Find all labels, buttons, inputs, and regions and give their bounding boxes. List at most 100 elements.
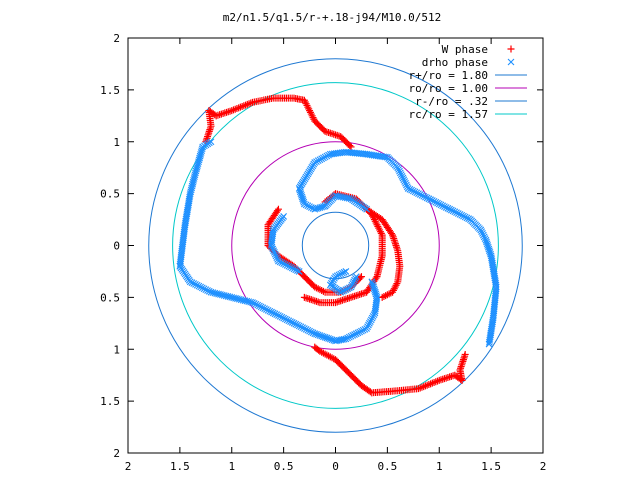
- w-phase-point-3-57: [314, 285, 322, 293]
- drho-phase-point-1-16: [197, 283, 205, 291]
- drho-phase-point-1-62: [280, 314, 288, 322]
- drho-phase-point-1-70: [294, 321, 301, 329]
- drho-phase-point-1-64: [283, 316, 291, 324]
- x-tick-label-1: 1.5: [170, 460, 190, 473]
- drho-phase-point-2-110: [402, 179, 409, 187]
- drho-phase-point-1-75: [302, 325, 310, 333]
- drho-phase-point-4-21: [271, 249, 278, 256]
- drho-phase-point-2-90: [434, 199, 441, 207]
- w-phase-point-1-34: [427, 380, 435, 388]
- w-phase-point-4-56: [380, 293, 388, 301]
- drho-phase-point-2-164: [314, 157, 322, 165]
- circle-layer: [148, 58, 523, 433]
- drho-phase-point-1-135: [369, 280, 376, 287]
- w-phase-point-2-35: [372, 219, 380, 227]
- drho-phase-point-3-26: [363, 205, 371, 213]
- drho-phase-point-2-57: [482, 236, 490, 244]
- drho-phase-point-1-66: [287, 318, 294, 325]
- w-phase-point-4-47: [392, 281, 400, 289]
- w-phase-point-0-33: [231, 105, 239, 113]
- drho-phase-point-2-159: [323, 152, 331, 160]
- drho-phase-point-1-98: [342, 335, 350, 343]
- w-phase-point-4-19: [388, 230, 396, 238]
- x-tick-label-7: 1.5: [481, 460, 501, 473]
- drho-phase-point-2-58: [481, 235, 489, 242]
- w-phase-point-2-40: [376, 228, 384, 236]
- x-tick-label-5: 0.5: [377, 460, 397, 473]
- drho-phase-point-1-99: [344, 334, 351, 342]
- drho-phase-point-2-117: [396, 167, 403, 175]
- drho-phase-point-2-61: [479, 230, 486, 237]
- drho-phase-point-1-104: [352, 330, 360, 338]
- drho-phase-point-2-194: [306, 203, 313, 210]
- w-phase-point-0-73: [302, 100, 310, 108]
- tick-layer: 2 1.5 1 0.5 0 0.5 1 1.5 221.510.500.511.52: [100, 32, 546, 473]
- drho-phase-point-4-29: [280, 260, 288, 268]
- drho-phase-point-1-102: [349, 332, 357, 339]
- drho-phase-point-2-59: [480, 233, 488, 241]
- w-phase-point-0-72: [301, 98, 309, 106]
- w-phase-point-3-60: [319, 287, 327, 295]
- drho-phase-point-1-53: [264, 306, 272, 314]
- drho-phase-point-5-2: [351, 276, 358, 284]
- w-phase-point-0-41: [245, 100, 253, 108]
- drho-phase-point-5-6: [347, 283, 355, 291]
- drho-phase-point-2-89: [435, 200, 443, 208]
- drho-phase-point-1-44: [249, 299, 256, 306]
- drho-phase-point-1-57: [271, 310, 279, 318]
- drho-phase-point-2-192: [302, 201, 310, 209]
- w-phase-point-3-55: [311, 283, 319, 291]
- w-phase-point-1-29: [435, 376, 443, 384]
- drho-phase-point-5-0: [352, 273, 360, 281]
- drho-phase-point-2-95: [425, 195, 433, 203]
- x-tick-label-6: 1: [436, 460, 443, 473]
- drho-phase-point-1-21: [205, 287, 213, 295]
- w-phase-point-1-31: [432, 378, 440, 386]
- legend-swatch-1: [507, 58, 515, 66]
- drho-phase-point-4-30: [281, 261, 289, 268]
- drho-phase-point-1-136: [368, 278, 376, 286]
- drho-phase-point-1-47: [254, 301, 262, 309]
- y-tick-label-2: 1: [113, 343, 120, 356]
- drho-phase-point-5-3: [350, 278, 358, 286]
- w-phase-point-4-46: [393, 280, 401, 288]
- w-phase-point-3-9: [265, 219, 273, 227]
- drho-phase-point-2-82: [447, 206, 455, 214]
- drho-phase-point-1-106: [356, 328, 364, 336]
- drho-phase-point-1-20: [204, 287, 211, 294]
- y-tick-label-8: 2: [113, 32, 120, 45]
- drho-phase-point-2-111: [401, 178, 409, 185]
- drho-phase-point-1-110: [363, 325, 371, 332]
- drho-phase-point-2-109: [403, 181, 410, 189]
- w-phase-point-2-36: [373, 221, 381, 229]
- drho-phase-point-1-61: [278, 313, 286, 321]
- drho-phase-point-4-31: [283, 261, 291, 269]
- drho-phase-point-4-37: [294, 267, 301, 274]
- drho-phase-point-4-35: [290, 265, 298, 273]
- drho-phase-point-1-118: [370, 311, 378, 319]
- drho-phase-point-4-23: [272, 252, 280, 260]
- drho-phase-point-4-22: [271, 250, 279, 258]
- drho-phase-point-2-84: [444, 204, 452, 212]
- drho-phase-point-1-11: [188, 279, 196, 287]
- drho-phase-point-1-45: [250, 300, 258, 307]
- drho-phase-point-4-24: [273, 254, 281, 261]
- drho-phase-point-1-19: [202, 286, 210, 293]
- w-phase-point-3-83: [357, 273, 365, 281]
- w-phase-point-3-59: [318, 286, 326, 294]
- drho-phase-point-2-77: [456, 210, 464, 218]
- drho-phase-point-2-102: [413, 189, 421, 197]
- drho-phase-point-1-71: [295, 322, 303, 330]
- drho-phase-point-2-158: [325, 151, 332, 159]
- chart-title: m2/n1.5/q1.5/r-+.18-j94/M10.0/512: [223, 11, 442, 24]
- drho-phase-point-1-77: [306, 327, 313, 335]
- y-tick-label-1: 1.5: [100, 395, 120, 408]
- legend-swatch-0: [507, 45, 515, 53]
- w-phase-point-1-30: [434, 377, 442, 385]
- drho-phase-point-1-72: [297, 323, 305, 331]
- drho-phase-point-1-67: [288, 319, 296, 326]
- drho-phase-point-2-104: [409, 187, 417, 195]
